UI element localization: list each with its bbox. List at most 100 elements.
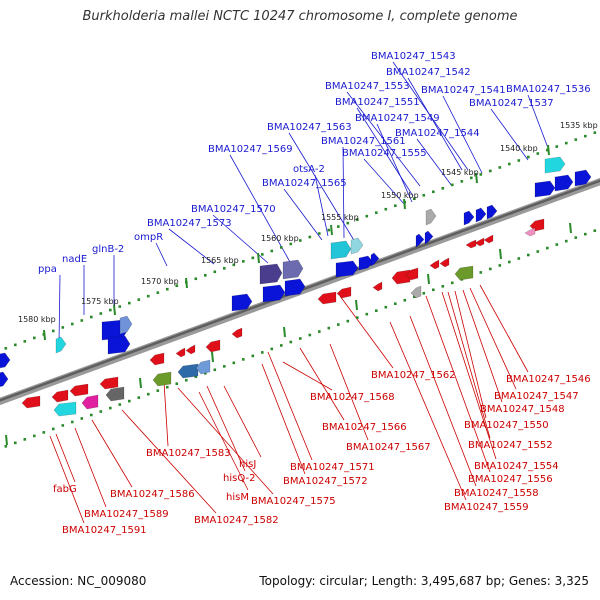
lower-track-dot — [23, 438, 27, 441]
reverse-gene-block — [405, 267, 419, 281]
reverse-gene-block — [231, 327, 243, 339]
forward-gene-leader — [155, 242, 168, 267]
reverse-gene-block — [105, 386, 125, 402]
reverse-gene-block — [336, 286, 352, 299]
reverse-gene-block — [149, 352, 165, 366]
forward-gene-leader — [363, 158, 406, 206]
reverse-gene-label: BMA10247_1566 — [322, 422, 407, 433]
lower-track-dot — [451, 281, 454, 285]
reverse-gene-block — [53, 401, 77, 417]
forward-gene-label: ppa — [38, 264, 57, 275]
forward-gene-block — [358, 255, 374, 271]
upper-track-dot — [213, 270, 217, 274]
upper-track-dot — [223, 267, 226, 270]
lower-track-dot — [308, 333, 312, 337]
upper-track-dot — [356, 218, 359, 221]
forward-gene-leader — [442, 95, 483, 174]
reverse-gene-block — [317, 291, 337, 305]
reverse-gene-label: hisQ-2 — [223, 473, 255, 484]
upper-track-dot — [384, 207, 388, 211]
upper-track-dot — [451, 183, 454, 187]
reverse-gene-label: BMA10247_1552 — [468, 440, 553, 451]
map-title: Burkholderia mallei NCTC 10247 chromosom… — [82, 9, 518, 24]
lower-track-dot — [166, 385, 169, 389]
reverse-gene-leader — [74, 427, 107, 508]
upper-track-dot — [555, 145, 559, 148]
forward-gene-block — [350, 237, 364, 255]
reverse-gene-leader — [425, 295, 491, 473]
reverse-gene-label: fabG — [53, 484, 77, 495]
upper-track-dot — [441, 187, 445, 190]
forward-gene-block — [574, 169, 592, 187]
reverse-gene-label: BMA10247_1548 — [480, 404, 565, 415]
forward-gene-leader — [356, 107, 414, 197]
upper-track-dot — [318, 232, 321, 235]
lower-track-dot — [71, 420, 74, 424]
reverse-gene-label: BMA10247_1582 — [194, 515, 279, 526]
lower-track-dot — [555, 243, 559, 246]
lower-track-dot — [546, 246, 549, 250]
lower-track-dot — [318, 330, 321, 333]
major-tick — [547, 144, 550, 156]
forward-gene-block — [486, 204, 498, 220]
upper-track-dot — [375, 211, 378, 214]
major-tick — [403, 198, 406, 210]
lower-track-dot — [365, 312, 369, 316]
major-tick — [5, 434, 8, 446]
reverse-gene-leader — [55, 433, 76, 483]
reverse-gene-label: BMA10247_1546 — [506, 374, 591, 385]
reverse-gene-label: BMA10247_1554 — [474, 461, 559, 472]
major-tick — [427, 273, 430, 285]
lower-track-dot — [441, 285, 445, 288]
reverse-gene-block — [524, 227, 536, 237]
upper-track-dot — [432, 190, 435, 194]
lower-track-dot — [52, 427, 55, 431]
lower-track-dot — [403, 298, 407, 302]
forward-gene-leader — [527, 94, 549, 149]
lower-track-dot — [80, 417, 84, 420]
forward-gene-leader — [283, 188, 323, 241]
lower-track-dot — [479, 271, 483, 274]
reverse-gene-label: BMA10247_1547 — [494, 391, 579, 402]
lower-track-dot — [213, 368, 217, 372]
lower-track-dot — [584, 232, 587, 236]
scale-label: 1570 kbp — [141, 277, 179, 286]
upper-track-dot — [327, 228, 331, 232]
reverse-gene-block — [51, 389, 69, 403]
forward-gene-block — [424, 230, 434, 245]
lower-track-dot — [422, 291, 426, 295]
forward-gene-leader — [58, 274, 61, 344]
upper-track-dot — [470, 176, 473, 180]
upper-track-dot — [527, 155, 530, 159]
reverse-gene-block — [465, 239, 477, 249]
reverse-gene-block — [175, 347, 186, 358]
reverse-gene-label: BMA10247_1550 — [464, 420, 549, 431]
reverse-gene-label: BMA10247_1568 — [310, 392, 395, 403]
forward-gene-block — [425, 208, 437, 226]
upper-track-dot — [422, 193, 426, 197]
upper-track-dot — [99, 312, 103, 315]
forward-gene-label: BMA10247_1570 — [191, 204, 276, 215]
reverse-gene-block — [483, 234, 494, 244]
reverse-gene-leader — [299, 347, 345, 421]
lower-track-dot — [90, 413, 93, 417]
major-tick — [43, 329, 46, 341]
upper-track-dot — [204, 273, 207, 277]
lower-track-dot — [14, 441, 17, 445]
reverse-gene-label: BMA10247_1571 — [290, 462, 375, 473]
forward-gene-block — [330, 240, 352, 260]
lower-track-dot — [432, 288, 435, 292]
reverse-gene-leader — [462, 289, 503, 403]
reverse-gene-leader — [206, 385, 246, 472]
reverse-gene-block — [195, 359, 211, 375]
forward-gene-block — [554, 174, 574, 192]
upper-track-dot — [460, 180, 464, 183]
lower-track-dot — [147, 392, 150, 396]
lower-track-dot — [156, 389, 160, 392]
forward-gene-block — [119, 315, 133, 335]
lower-track-dot — [489, 267, 492, 271]
forward-gene-label: BMA10247_1551 — [335, 97, 420, 108]
lower-track-dot — [536, 250, 540, 253]
scale-label: 1580 kbp — [18, 315, 56, 324]
forward-gene-block — [0, 371, 9, 387]
